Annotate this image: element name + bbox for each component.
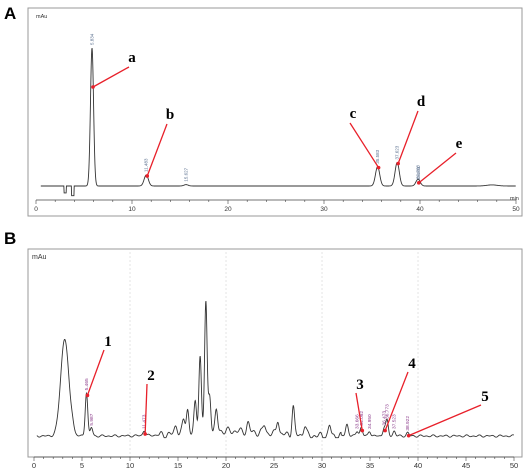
panel-a-tick-label: 0 (34, 206, 38, 213)
panel-a-peak-rt-label: 39.851 (416, 166, 421, 180)
panel-a-tick-label: 50 (512, 206, 520, 213)
panel-b-callout-label: 2 (147, 368, 155, 384)
panel-a-callout-label: e (456, 136, 463, 152)
panel-b-callout-arrow (144, 383, 148, 434)
panel-a-frame (27, 7, 523, 217)
panel-a-callout-arrow (92, 66, 130, 88)
panel-b-callouts: 1 2 3 4 5 (85, 334, 489, 438)
panel-b-callout-label: 5 (481, 389, 489, 405)
panel-a-peak-labels: 5.834 11.483 15.627 35.583 37.623 39.85139.76… (90, 33, 422, 181)
panel-a-peak-rt-label: 11.483 (144, 158, 149, 172)
panel-a-peak-rt-label: 37.623 (395, 145, 400, 159)
panel-a-tick-label: 20 (224, 206, 232, 213)
panel-a-tick-label: 40 (416, 206, 424, 213)
panel-a-callout-arrowhead (376, 165, 381, 170)
panel-a-peak-rt-label: 39.768 (415, 165, 420, 179)
panel-a-peak-rt-label: 35.583 (375, 149, 380, 163)
panel-b-tick-label: 25 (270, 461, 278, 470)
panel-a-tick-label: 10 (128, 206, 136, 213)
panel-b-peak-rt-label: 36.773 (385, 404, 391, 419)
panel-b-frame (27, 248, 523, 458)
panel-b-tick-label: 20 (222, 461, 230, 470)
panel-b-tick-label: 15 (174, 461, 182, 470)
panel-b-tick-label: 35 (366, 461, 374, 470)
panel-a-callout-label: b (166, 107, 174, 123)
panel-b-peak-rt-label: 36.473 (382, 411, 388, 426)
panel-a-callout-arrow (349, 122, 380, 169)
panel-b-peak-rt-label: 11.473 (142, 414, 148, 429)
panel-a-callout-arrowhead (396, 161, 400, 166)
panel-b-callout-arrow (355, 392, 363, 431)
panel-a-unit-label: mAu (36, 14, 47, 20)
panel-a-x-axis-label: min (510, 196, 519, 202)
panel-b-callout-arrowhead (143, 432, 147, 436)
panel-a-callouts: a b c d e (91, 50, 463, 185)
panel-b-peak-rt-label: 33.666 (355, 414, 361, 429)
panel-b-tick-label: 0 (32, 461, 36, 470)
panel-b-tick-label: 30 (318, 461, 326, 470)
panel-a-label: A (4, 4, 16, 23)
panel-a-x-ticks: 0 10 20 30 40 50 (34, 199, 520, 213)
panel-b-peak-rt-label: 34.950 (367, 414, 373, 429)
panel-a-callout-arrow (397, 110, 419, 164)
panel-b-tick-label: 40 (414, 461, 422, 470)
panel-b-unit-label: mAu (32, 254, 47, 261)
panel-a-callout-arrowhead (91, 85, 95, 89)
panel-b-callout-label: 1 (104, 334, 112, 350)
panel-a-callout-label: c (350, 106, 357, 122)
panel-b-peak-rt-label: 5.987 (89, 413, 95, 425)
panel-b-tick-label: 50 (510, 461, 518, 470)
panel-b-x-ticks: 0 5 10 15 20 25 30 35 40 45 50 (32, 456, 518, 470)
panel-a-peak-rt-label: 5.834 (90, 33, 95, 45)
panel-b-callout-label: 3 (356, 377, 364, 393)
panel-a-callout-label: a (128, 50, 136, 66)
panel-b-callout-arrowhead (360, 428, 365, 433)
panel-a-tick-label: 30 (320, 206, 328, 213)
panel-b-callout-arrowhead (383, 428, 387, 433)
panel-b-tick-label: 10 (126, 461, 134, 470)
panel-b-callout-arrowhead (406, 433, 411, 438)
panel-b-callout-arrowhead (85, 393, 90, 398)
panel-b-peak-rt-label: 37.523 (392, 414, 398, 429)
panel-a-trace (40, 48, 516, 197)
panel-b-trace (36, 301, 515, 439)
panel-b-peak-rt-label: 38.922 (405, 416, 411, 431)
panel-b-tick-label: 45 (462, 461, 470, 470)
panel-b-callout-arrow (384, 371, 409, 431)
panel-a-callout-arrowhead (145, 174, 150, 178)
panel-a: A mAu min 0 10 20 30 40 50 5.834 11.483 15.627 3… (4, 4, 523, 217)
panel-b-callout-label: 4 (408, 356, 416, 372)
panel-b-peak-rt-label: 5.465 (84, 378, 90, 390)
panel-b-callout-arrow (408, 404, 482, 437)
panel-b-callout-arrow (86, 349, 105, 396)
panel-b-peak-rt-label: 34.092 (359, 411, 365, 426)
panel-a-peak-rt-label: 15.627 (184, 167, 189, 181)
panel-a-callout-arrow (146, 123, 168, 177)
panel-a-callout-label: d (417, 94, 426, 110)
panel-a-callout-arrow (418, 152, 457, 184)
panel-a-callout-arrowhead (416, 181, 421, 185)
panel-b-label: B (4, 229, 16, 248)
panel-b-tick-label: 5 (80, 461, 84, 470)
